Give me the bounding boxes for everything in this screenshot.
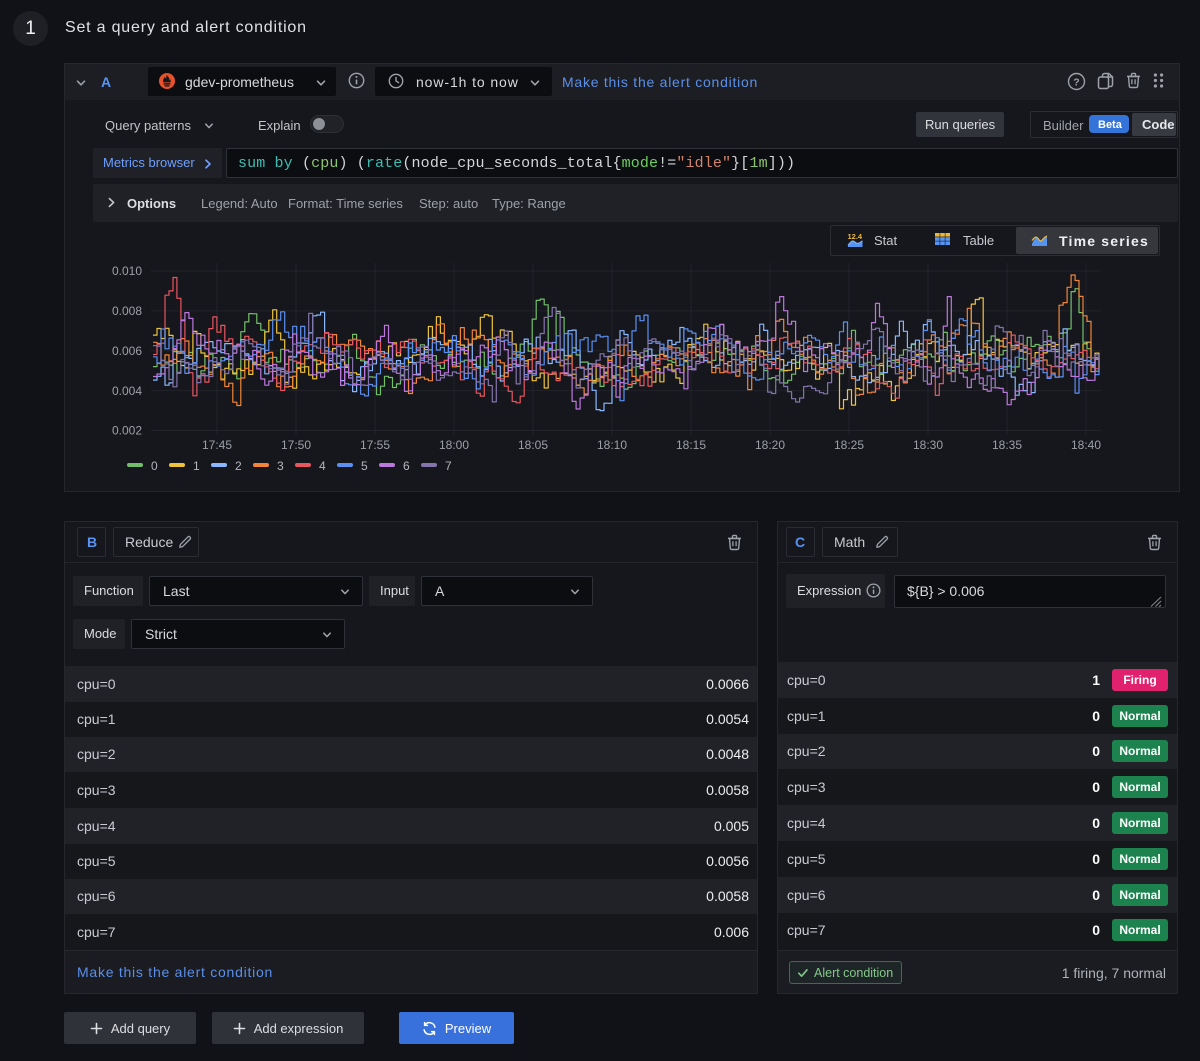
svg-text:18:30: 18:30 <box>913 438 943 452</box>
svg-text:18:25: 18:25 <box>834 438 864 452</box>
svg-text:18:40: 18:40 <box>1071 438 1101 452</box>
svg-text:18:00: 18:00 <box>439 438 469 452</box>
svg-text:?: ? <box>1073 76 1079 88</box>
svg-text:0.008: 0.008 <box>112 304 142 318</box>
svg-text:0.010: 0.010 <box>112 264 142 278</box>
svg-text:18:10: 18:10 <box>597 438 627 452</box>
svg-text:17:45: 17:45 <box>202 438 232 452</box>
svg-text:0.006: 0.006 <box>112 344 142 358</box>
svg-text:18:05: 18:05 <box>518 438 548 452</box>
svg-text:18:35: 18:35 <box>992 438 1022 452</box>
svg-text:12.4: 12.4 <box>848 232 863 241</box>
svg-text:0.002: 0.002 <box>112 424 142 438</box>
svg-text:17:50: 17:50 <box>281 438 311 452</box>
svg-text:17:55: 17:55 <box>360 438 390 452</box>
svg-text:18:20: 18:20 <box>755 438 785 452</box>
svg-text:0.004: 0.004 <box>112 384 142 398</box>
svg-text:18:15: 18:15 <box>676 438 706 452</box>
